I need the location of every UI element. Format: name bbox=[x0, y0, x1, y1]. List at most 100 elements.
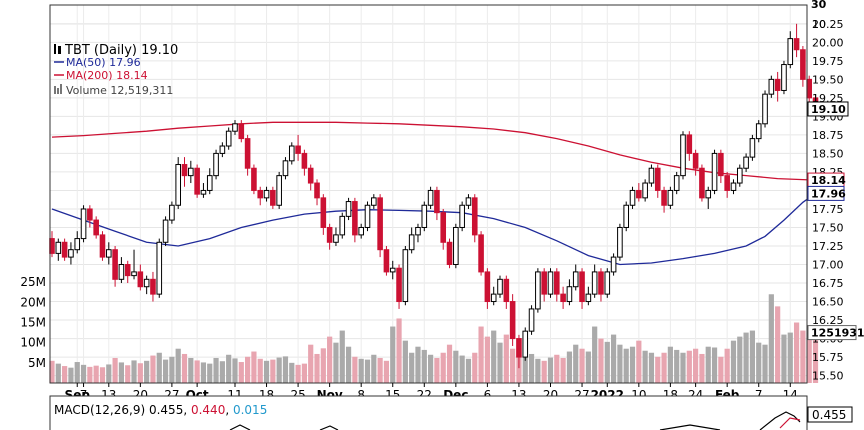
volume-bar bbox=[377, 357, 383, 383]
volume-bar bbox=[680, 352, 686, 383]
date-tick-label: 6 bbox=[484, 388, 492, 402]
volume-bar bbox=[547, 357, 554, 383]
volume-bar bbox=[756, 342, 762, 383]
candle-body bbox=[768, 78, 775, 95]
volume-bar bbox=[383, 360, 390, 383]
volume-bar bbox=[421, 349, 427, 383]
candle-body bbox=[718, 152, 724, 177]
volume-bar bbox=[232, 358, 238, 383]
volume-bar bbox=[566, 351, 573, 383]
volume-bar bbox=[579, 348, 585, 383]
volume-bar bbox=[573, 344, 579, 383]
volume-bar bbox=[219, 361, 225, 383]
volume-badge: 12519311 bbox=[811, 327, 864, 340]
volume-axis: 25M 20M 15M 10M 5M bbox=[20, 275, 46, 370]
candle-body bbox=[408, 234, 415, 251]
candle-body bbox=[547, 271, 554, 295]
volume-bar bbox=[358, 358, 364, 383]
top-axis-badge: 30 bbox=[811, 0, 827, 11]
candle-body bbox=[705, 189, 712, 199]
candle-body bbox=[610, 256, 617, 273]
candle-body bbox=[673, 175, 680, 191]
volume-bar bbox=[686, 350, 692, 383]
candle-body bbox=[724, 175, 730, 191]
date-tick-label: 7 bbox=[80, 388, 88, 402]
volume-bar bbox=[440, 352, 446, 383]
volume-bar bbox=[737, 336, 743, 383]
candle-body bbox=[535, 271, 541, 310]
volume-tick-label: 25M bbox=[20, 275, 46, 289]
candle-body bbox=[434, 189, 440, 214]
candle-body bbox=[522, 330, 529, 358]
volume-bar bbox=[623, 348, 629, 383]
candle-body bbox=[270, 189, 276, 206]
candle-body bbox=[604, 271, 611, 295]
volume-bar bbox=[314, 353, 320, 383]
date-tick-label: 7 bbox=[755, 388, 763, 402]
candle-body bbox=[282, 160, 289, 177]
macd-value: 0.455 bbox=[149, 403, 183, 417]
candle-body bbox=[150, 278, 156, 295]
ma50-legend-entry: MA(50) 17.96 bbox=[54, 56, 141, 69]
volume-bar bbox=[409, 352, 415, 383]
volume-bar bbox=[528, 353, 535, 383]
price-tick-label: 16.25 bbox=[812, 314, 844, 327]
candle-body bbox=[99, 234, 106, 258]
volume-bar bbox=[693, 348, 699, 383]
volume-tick-label: 15M bbox=[20, 316, 46, 330]
candle-body bbox=[497, 278, 503, 295]
volume-tick-label: 10M bbox=[20, 336, 46, 350]
legend-volume: Volume 12,519,311 bbox=[66, 84, 173, 97]
candle-body bbox=[314, 182, 320, 199]
volume-bar bbox=[320, 348, 326, 383]
volume-bar bbox=[49, 360, 55, 383]
volume-bar bbox=[245, 356, 251, 383]
legend-ma200: MA(200) 18.14 bbox=[66, 69, 148, 82]
volume-bar bbox=[674, 349, 680, 383]
volume-bar bbox=[301, 363, 307, 383]
candle-body bbox=[68, 249, 74, 258]
date-tick-label: 8 bbox=[357, 388, 365, 402]
volume-bar bbox=[749, 330, 756, 383]
volume-bar bbox=[768, 294, 774, 383]
macd-sep-2: , bbox=[225, 403, 233, 417]
candle-body bbox=[377, 197, 383, 251]
candle-body bbox=[162, 219, 169, 243]
candle-body bbox=[137, 271, 144, 288]
candle-body bbox=[326, 226, 333, 243]
tbt-legend-entry: TBT (Daily) 19.10 bbox=[54, 43, 178, 58]
candle-body bbox=[736, 167, 743, 184]
macd-badge-box bbox=[807, 406, 853, 423]
candle-body bbox=[194, 167, 200, 195]
candle-body bbox=[755, 123, 762, 140]
volume-bar bbox=[484, 336, 490, 383]
volume-bar bbox=[636, 340, 642, 383]
volume-bar bbox=[711, 347, 718, 383]
volume-bar bbox=[503, 334, 509, 383]
candle-body bbox=[446, 241, 453, 266]
candle-body bbox=[440, 212, 447, 243]
volume-bar bbox=[257, 358, 263, 383]
price-tick-label: 17.75 bbox=[812, 203, 844, 216]
volume-bar bbox=[396, 318, 402, 383]
volume-bar bbox=[390, 326, 396, 383]
candle-body bbox=[345, 201, 352, 217]
candle-body bbox=[232, 123, 238, 132]
volume-bar bbox=[93, 365, 99, 383]
volume-bar bbox=[112, 357, 118, 383]
candle-body bbox=[787, 38, 794, 66]
candle-body bbox=[181, 164, 188, 177]
candle-body bbox=[219, 145, 226, 154]
candle-body bbox=[124, 264, 131, 277]
volume-bar bbox=[276, 357, 282, 383]
last-price-badge: 19.10 bbox=[811, 103, 846, 116]
candle-body bbox=[749, 138, 756, 158]
candle-body bbox=[629, 189, 636, 206]
macd-signal-line bbox=[779, 417, 801, 429]
candle-body bbox=[711, 152, 718, 191]
candle-body bbox=[636, 189, 642, 199]
candle-body bbox=[307, 167, 314, 184]
volume-bar bbox=[560, 357, 566, 383]
candle-body bbox=[427, 189, 434, 206]
